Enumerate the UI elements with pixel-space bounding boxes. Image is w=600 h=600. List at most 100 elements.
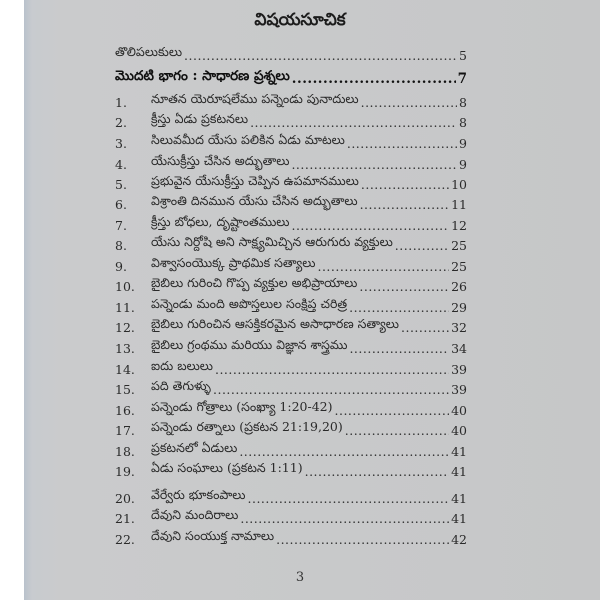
toc-entry: 18. ప్రకటనలో ఏడులు 41: [115, 439, 467, 459]
entry-title: ఏడు సంఘాలు (ప్రకటన 1:11): [151, 460, 303, 475]
dot-leader: [291, 218, 449, 233]
toc-entry: 1. నూతన యెరూషలేము పన్నెండు పునాదులు 8: [115, 90, 467, 110]
toc-entry: 5. ప్రభువైన యేసుక్రీస్తు చెప్పిన ఉపమానముల…: [115, 172, 467, 192]
entry-page: 39: [451, 362, 467, 377]
toc-entry: 21. దేవుని మందిరాలు 41: [115, 506, 467, 526]
entry-title: వేర్వేరు భూకంపాలు: [151, 487, 246, 502]
dot-leader: [335, 403, 450, 418]
entry-title: తొలిపలుకులు: [115, 44, 183, 59]
entry-number: 16.: [115, 403, 135, 418]
entry-title: ప్రభువైన యేసుక్రీస్తు చెప్పిన ఉపమానములు: [151, 173, 359, 188]
entry-title: సిలువమీద యేసు పలికిన ఏడు మాటలు: [151, 132, 345, 147]
dot-leader: [349, 341, 449, 356]
dot-leader: [240, 511, 449, 526]
entry-number: 19.: [115, 464, 135, 479]
entry-number: 12.: [115, 320, 135, 335]
dot-leader: [215, 362, 449, 377]
entry-number: 11.: [115, 300, 135, 315]
entry-page: 11: [451, 197, 467, 212]
toc-entry: 19. ఏడు సంఘాలు (ప్రకటన 1:11) 41: [115, 459, 467, 479]
entry-number: 8.: [115, 238, 127, 253]
entry-number: 10.: [115, 279, 135, 294]
entry-page: 39: [451, 382, 467, 397]
entry-page: 32: [451, 320, 467, 335]
entry-title: క్రీస్తు ఏడు ప్రకటనలు: [151, 111, 249, 126]
toc-entry: 13. బైబిలు గ్రంథము మరియు విజ్ఞాన శాస్త్రమ…: [115, 336, 467, 356]
entry-page: 41: [451, 491, 467, 506]
entry-page: 9: [459, 136, 467, 151]
entry-number: 18.: [115, 444, 135, 459]
entry-number: 5.: [115, 177, 127, 192]
entry-title: దేవుని సంయుక్త నామాలు: [151, 528, 275, 543]
entry-number: 2.: [115, 115, 127, 130]
entry-page: 40: [451, 423, 467, 438]
entry-number: 14.: [115, 362, 135, 377]
toc-entry: 3. సిలువమీద యేసు పలికిన ఏడు మాటలు 9: [115, 131, 467, 151]
toc-entry: 15. పది తెగుళ్ళు 39: [115, 377, 467, 397]
entry-title: మొదటి భాగం : సాధారణ ప్రశ్నలు: [115, 68, 290, 84]
dot-leader: [359, 279, 449, 294]
entry-title: దేవుని మందిరాలు: [151, 507, 239, 522]
entry-title: పది తెగుళ్ళు: [151, 378, 211, 393]
toc-entry: 20. వేర్వేరు భూకంపాలు 41: [115, 486, 467, 506]
entry-page: 40: [451, 403, 467, 418]
entry-number: 7.: [115, 218, 127, 233]
toc-entry: 4. యేసుక్రీస్తు చేసిన అద్భుతాలు 9: [115, 152, 467, 172]
toc-entry: 6. విశ్రాంతి దినమున యేసు చేసిన అద్భుతాలు 1…: [115, 192, 467, 212]
entry-number: 15.: [115, 382, 135, 397]
entry-title: ప్రకటనలో ఏడులు: [151, 440, 238, 455]
entry-title: క్రీస్తు బోధలు, దృష్టాంతములు: [151, 214, 290, 229]
entry-number: 4.: [115, 157, 127, 172]
entry-title: నూతన యెరూషలేము పన్నెండు పునాదులు: [151, 91, 359, 106]
entry-title: బైబిలు గ్రంథము మరియు విజ్ఞాన శాస్త్రము: [151, 337, 348, 352]
dot-leader: [276, 532, 449, 547]
entry-page: 41: [451, 464, 467, 479]
toc-entry: 16. పన్నెండు గోత్రాలు (సంఖ్యా 1:20-42) 40: [115, 398, 467, 418]
entry-page: 25: [451, 238, 467, 253]
entry-title: పన్నెండు రత్నాలు (ప్రకటన 21:19,20): [151, 419, 343, 434]
entry-title: పన్నెండు మంది అపొస్తలుల సంక్షిప్త చరిత్ర: [151, 296, 348, 311]
entry-page: 12: [451, 218, 467, 233]
toc-entry: 17. పన్నెండు రత్నాలు (ప్రకటన 21:19,20) 40: [115, 418, 467, 438]
dot-leader: [347, 136, 457, 151]
entry-page: 41: [451, 444, 467, 459]
entry-page: 7: [457, 71, 467, 87]
entry-page: 41: [451, 511, 467, 526]
toc-entry: 22. దేవుని సంయుక్త నామాలు 42: [115, 527, 467, 547]
entry-title: బైబిలు గురించిన ఆసక్తికరమైన అసాధారణ సత్య…: [151, 316, 399, 331]
dot-leader: [292, 71, 456, 87]
entry-page: 9: [459, 157, 467, 172]
dot-leader: [305, 464, 450, 479]
dot-leader: [395, 238, 449, 253]
dot-leader: [360, 197, 450, 212]
entry-page: 34: [451, 341, 467, 356]
dot-leader: [345, 423, 449, 438]
toc-entry: 8. యేసు నిర్దోషి అని సాక్ష్యమిచ్చిన ఆరుగు…: [115, 233, 467, 253]
toc-entry: 12. బైబిలు గురించిన ఆసక్తికరమైన అసాధారణ స…: [115, 315, 467, 335]
dot-leader: [213, 382, 449, 397]
entry-title: విశ్రాంతి దినమున యేసు చేసిన అద్భుతాలు: [151, 193, 358, 208]
entry-page: 25: [451, 259, 467, 274]
dot-leader: [184, 48, 457, 63]
entry-number: 6.: [115, 197, 127, 212]
toc-entry: 9. విశ్వాసంయొక్క ప్రాథమిక సత్యాలు 25: [115, 254, 467, 274]
dot-leader: [239, 444, 449, 459]
entry-page: 10: [451, 177, 467, 192]
entry-title: యేసుక్రీస్తు చేసిన అద్భుతాలు: [151, 153, 290, 168]
dot-leader: [317, 259, 449, 274]
entry-number: 22.: [115, 532, 135, 547]
entry-title: పన్నెండు గోత్రాలు (సంఖ్యా 1:20-42): [151, 399, 333, 414]
dot-leader: [361, 177, 449, 192]
toc-entry: తొలిపలుకులు 5: [115, 43, 467, 63]
entry-page: 29: [451, 300, 467, 315]
entry-title: బైబిలు గురించి గొప్ప వ్యక్తుల అభిప్రాయాల…: [151, 275, 358, 290]
entry-page: 8: [459, 95, 467, 110]
toc-entry: మొదటి భాగం : సాధారణ ప్రశ్నలు 7: [115, 67, 467, 87]
toc-entry: 10. బైబిలు గురించి గొప్ప వ్యక్తుల అభిప్రా…: [115, 274, 467, 294]
entry-title: విశ్వాసంయొక్క ప్రాథమిక సత్యాలు: [151, 255, 316, 270]
toc-entry: 11. పన్నెండు మంది అపొస్తలుల సంక్షిప్త చరి…: [115, 295, 467, 315]
entry-page: 8: [459, 115, 467, 130]
toc-entry: 7. క్రీస్తు బోధలు, దృష్టాంతములు 12: [115, 213, 467, 233]
dot-leader: [361, 95, 457, 110]
entry-page: 26: [451, 279, 467, 294]
